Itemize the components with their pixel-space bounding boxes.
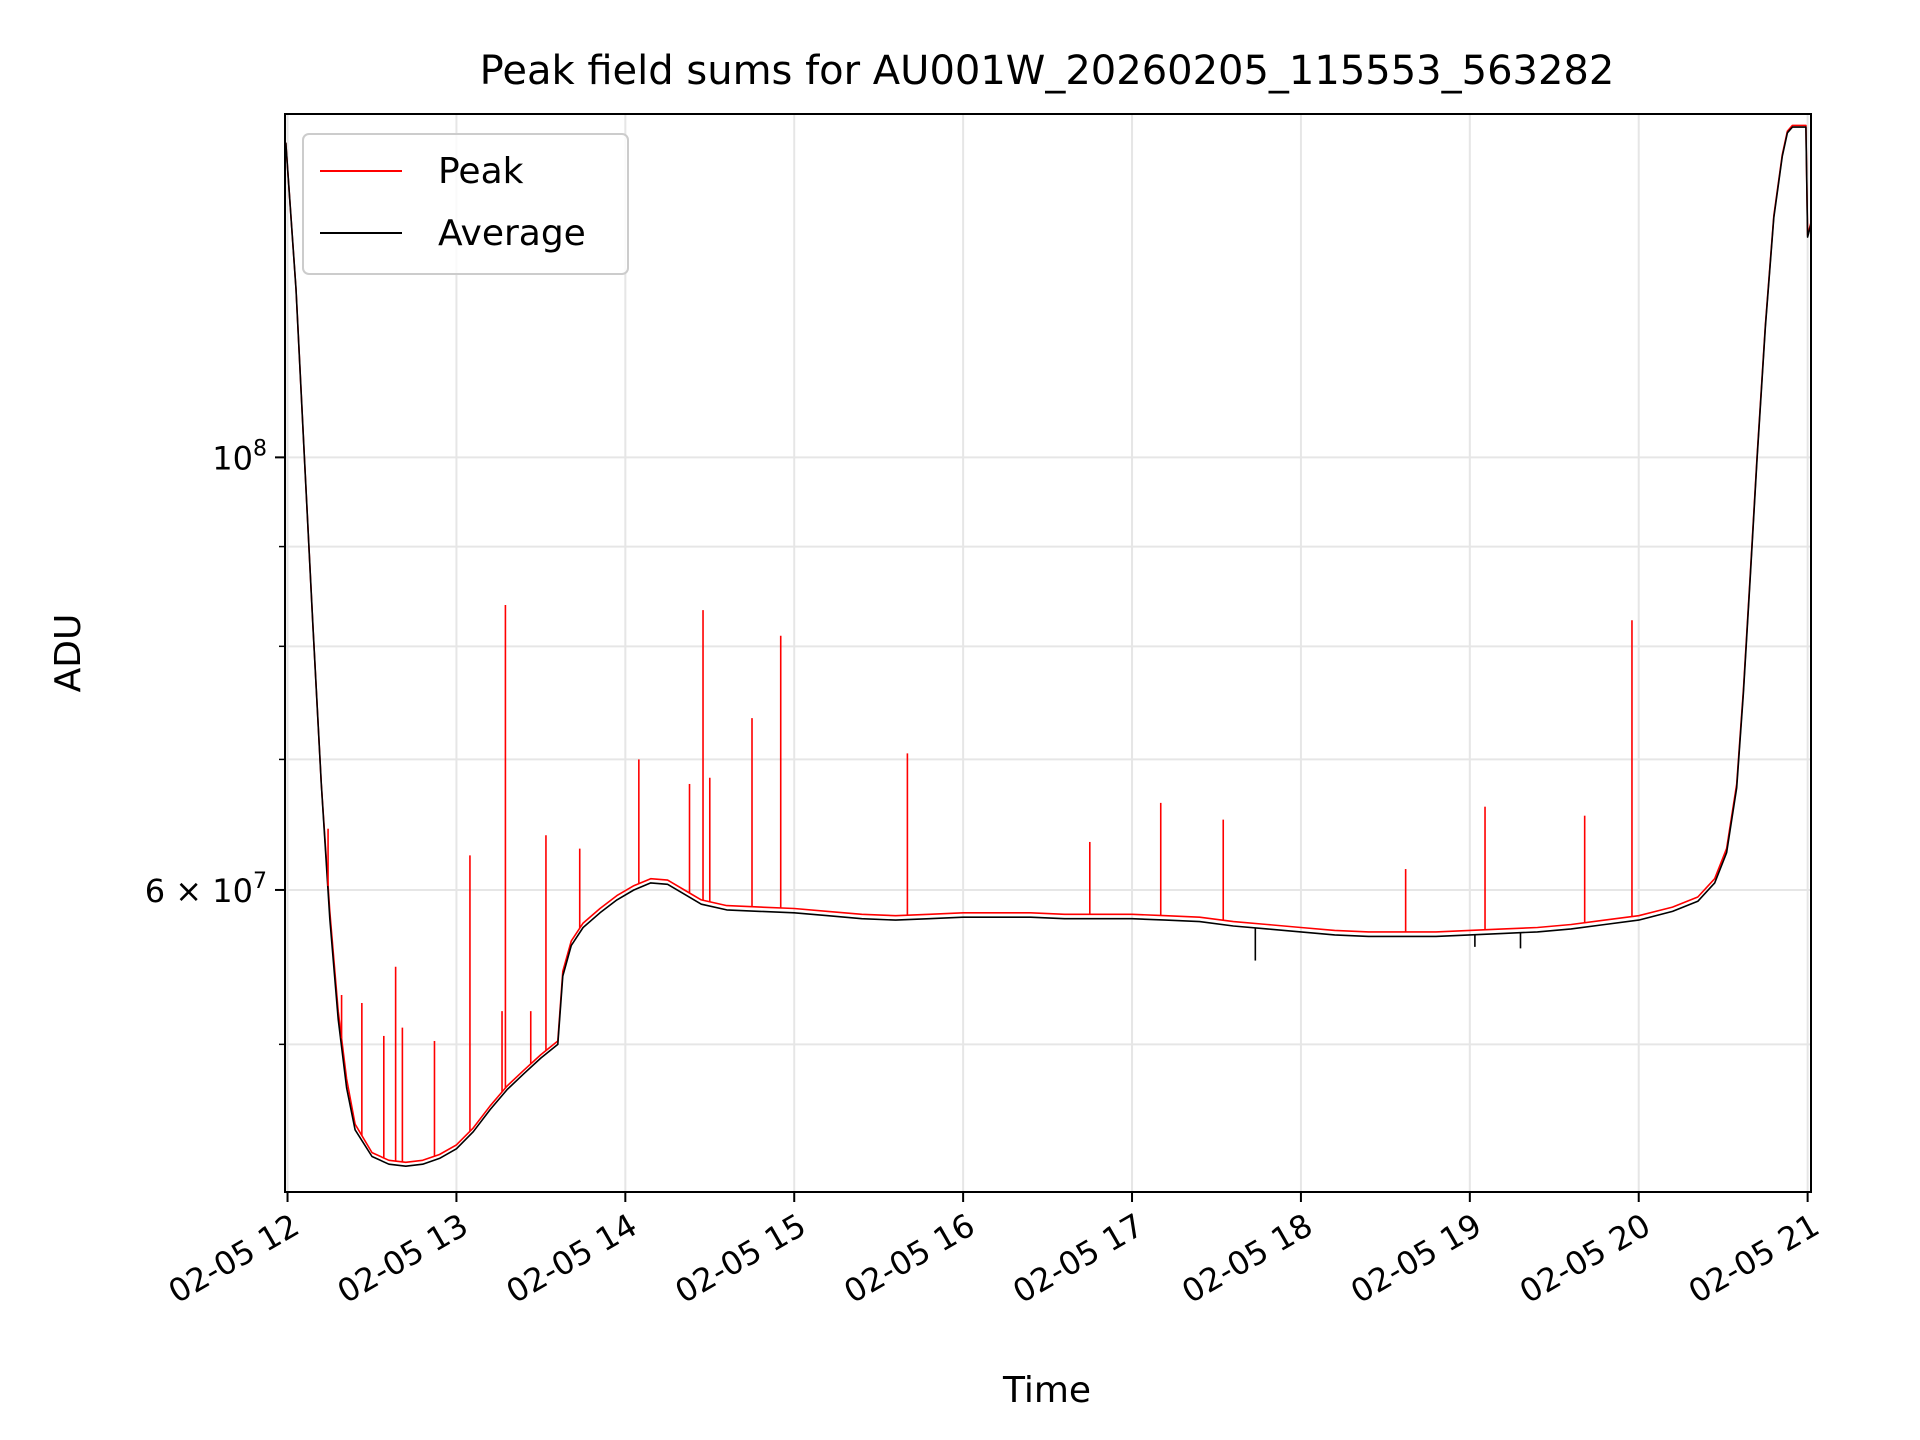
legend-label-average: Average: [438, 213, 586, 254]
legend: Peak Average: [302, 133, 629, 275]
x-tick-label: 02-05 20: [1513, 1206, 1657, 1311]
x-axis-label: Time: [1002, 1370, 1091, 1411]
x-tick-label: 02-05 18: [1175, 1206, 1319, 1311]
grid: [285, 114, 1811, 1192]
x-tick-label: 02-05 16: [838, 1206, 982, 1311]
y-axis-label: ADU: [48, 614, 89, 693]
x-tick-label: 02-05 21: [1682, 1206, 1826, 1311]
x-tick-label: 02-05 15: [669, 1206, 813, 1311]
x-tick-label: 02-05 17: [1006, 1206, 1150, 1311]
x-tick-label: 02-05 12: [162, 1206, 306, 1311]
chart-title: Peak field sums for AU001W_20260205_1155…: [480, 48, 1615, 94]
y-tick-label: 108: [212, 436, 267, 477]
series-line-peak: [285, 124, 1812, 1164]
series-group: [285, 124, 1812, 1167]
y-tick-label: 6 × 107: [145, 869, 267, 910]
x-tick-label: 02-05 14: [500, 1206, 644, 1311]
x-tick-label: 02-05 13: [331, 1206, 475, 1311]
x-tick-label: 02-05 19: [1344, 1206, 1488, 1311]
legend-box: [302, 133, 629, 275]
axis-ticks: 02-05 12 02-05 13 02-05 14 02-05 15 02-05 16…: [145, 436, 1826, 1311]
plot-frame: [284, 113, 1812, 1193]
series-line-average: [285, 126, 1812, 1167]
legend-label-peak: Peak: [438, 151, 524, 192]
